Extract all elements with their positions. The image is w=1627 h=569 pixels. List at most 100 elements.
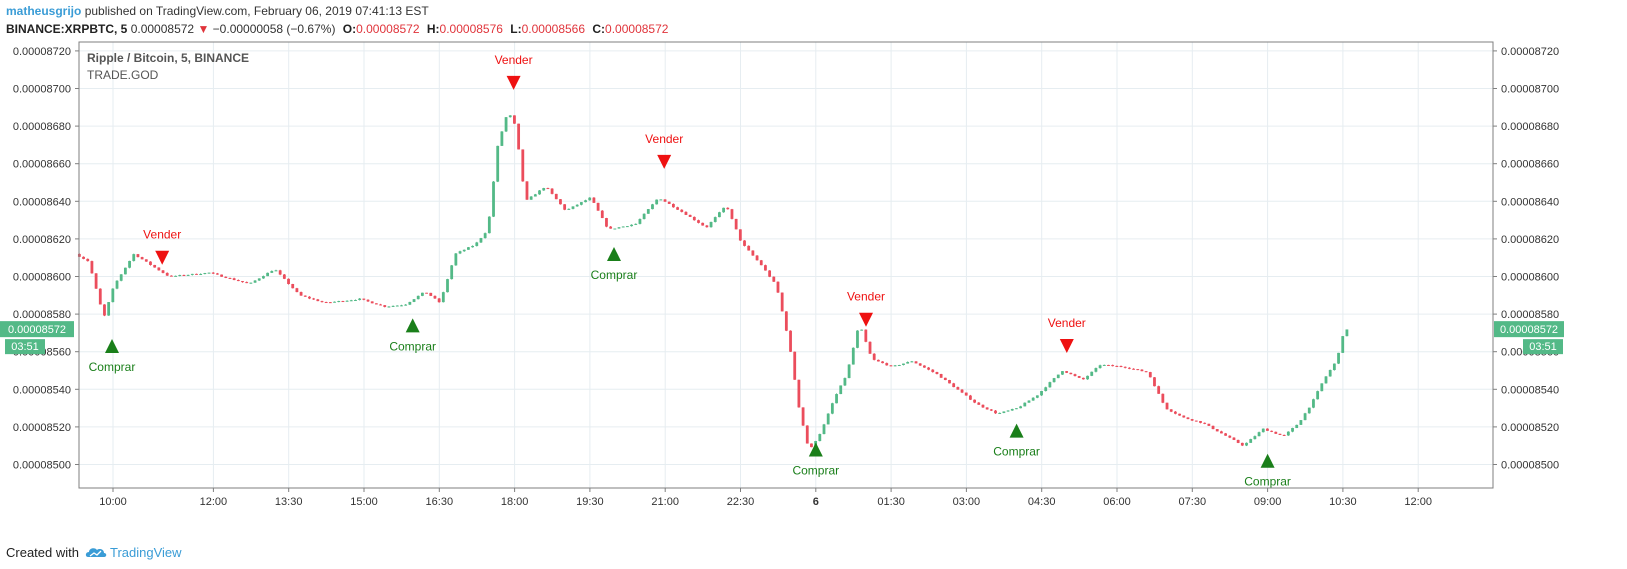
candle-down <box>312 298 316 300</box>
candle-down <box>278 270 282 275</box>
price-tag-right-value: 0.00008572 <box>1500 324 1558 336</box>
candle-down <box>1165 402 1169 410</box>
candle-down <box>734 218 738 230</box>
candle-up <box>1257 432 1261 437</box>
candle-up <box>508 115 512 118</box>
candle-down <box>316 299 320 302</box>
candle-down <box>964 392 968 396</box>
candle-down <box>245 282 249 284</box>
y-tick-label-left: 0.00008660 <box>13 159 71 171</box>
buy-label: Comprar <box>1244 475 1291 489</box>
candle-down <box>743 240 746 246</box>
candle-up <box>1031 397 1035 401</box>
candle-up <box>893 365 897 367</box>
candle-down <box>1266 428 1269 431</box>
candle-up <box>450 265 454 280</box>
candle-up <box>404 304 408 306</box>
candle-up <box>542 188 546 191</box>
candle-up <box>634 223 638 225</box>
candle-up <box>1307 407 1311 414</box>
buy-arrow-icon <box>808 442 823 457</box>
x-tick-label: 04:30 <box>1028 496 1056 508</box>
candle-up <box>830 403 834 414</box>
candle-down <box>1127 367 1131 369</box>
candle-up <box>349 300 353 302</box>
author-link[interactable]: matheusgrijo <box>6 4 82 18</box>
candle-down <box>663 199 667 202</box>
candle-up <box>1061 371 1064 375</box>
candle-up <box>190 273 194 275</box>
candle-up <box>123 267 127 275</box>
candle-up <box>1044 387 1048 392</box>
candle-up <box>1086 375 1089 380</box>
candle-up <box>471 245 474 248</box>
candle-down <box>1228 435 1232 438</box>
candle-down <box>1161 393 1165 403</box>
candle-down <box>789 330 792 352</box>
candle-up <box>617 227 621 229</box>
candle-up <box>500 131 504 146</box>
y-tick-label-left: 0.00008500 <box>13 460 71 472</box>
candle-down <box>241 281 244 283</box>
sell-label: Vender <box>1048 316 1086 330</box>
candle-down <box>308 296 311 299</box>
y-tick-label-left: 0.00008640 <box>13 196 71 208</box>
candle-up <box>128 260 131 268</box>
candle-down <box>1069 372 1073 375</box>
candle-up <box>441 292 445 303</box>
candle-down <box>287 278 290 285</box>
candle-up <box>387 306 391 308</box>
candle-down <box>747 245 751 251</box>
signals: Comprar Vender Comprar Vender Comprar Vender C… <box>89 53 1291 489</box>
candle-up <box>818 434 822 442</box>
candle-down <box>609 226 613 229</box>
candle-down <box>960 389 964 393</box>
candle-down <box>1186 417 1190 420</box>
x-tick-label: 19:30 <box>576 496 604 508</box>
candle-down <box>550 188 554 194</box>
candle-up <box>1245 442 1248 446</box>
y-tick-label-right: 0.00008700 <box>1501 84 1559 96</box>
candle-down <box>780 292 784 312</box>
y-tick-label-right: 0.00008500 <box>1501 460 1559 472</box>
countdown-right-value: 03:51 <box>1529 341 1557 353</box>
x-tick-label: 06:00 <box>1103 496 1131 508</box>
candle-up <box>416 295 420 300</box>
candle-down <box>362 298 366 300</box>
candle-up <box>496 145 500 182</box>
candle-up <box>621 226 625 228</box>
candle-up <box>906 362 910 364</box>
candle-down <box>1178 413 1181 416</box>
candle-down <box>864 329 868 342</box>
candle-up <box>186 274 190 276</box>
candle-down <box>232 278 236 281</box>
candle-up <box>1006 410 1010 412</box>
candle-down <box>977 402 981 405</box>
candle-up <box>111 288 115 303</box>
y-tick-label-left: 0.00008580 <box>13 309 71 321</box>
candle-up <box>115 280 119 289</box>
candle-up <box>835 394 838 404</box>
price-chart[interactable]: Comprar Vender Comprar Vender Comprar Vender C… <box>0 0 1627 540</box>
candle-up <box>1345 329 1349 337</box>
candle-up <box>412 299 416 302</box>
x-tick-label: 10:00 <box>99 496 127 508</box>
countdown-right <box>1523 339 1563 355</box>
candle-down <box>755 255 759 261</box>
candle-down <box>605 218 608 227</box>
candle-up <box>529 196 533 200</box>
candle-up <box>722 207 725 213</box>
candle-down <box>956 387 960 390</box>
candle-down <box>228 277 232 279</box>
candle-down <box>433 295 437 299</box>
tradingview-brand-link[interactable]: TradingView <box>110 545 182 560</box>
candle-up <box>860 329 864 331</box>
candle-down <box>1119 366 1123 368</box>
candle-down <box>103 304 106 316</box>
candle-up <box>274 270 278 272</box>
candle-down <box>889 365 893 367</box>
candle-up <box>1324 376 1328 384</box>
candle-down <box>1232 437 1236 440</box>
candle-up <box>1291 428 1294 432</box>
candle-down <box>705 225 709 228</box>
